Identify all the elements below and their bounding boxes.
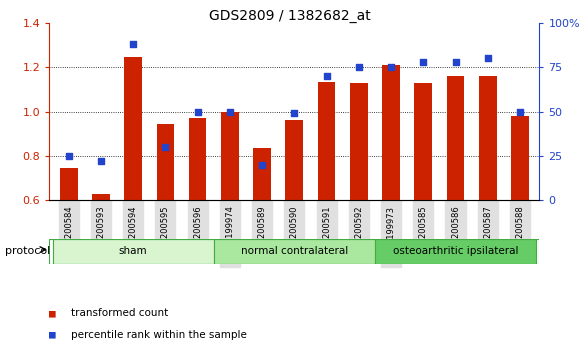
Bar: [382, 65, 400, 200]
Bar: [415, 83, 432, 200]
Point: [193, 109, 202, 114]
Bar: [60, 168, 78, 200]
Point: [225, 109, 234, 114]
Text: GDS2809 / 1382682_at: GDS2809 / 1382682_at: [209, 9, 371, 23]
Point: [96, 158, 106, 164]
Text: normal contralateral: normal contralateral: [241, 246, 348, 256]
Point: [451, 59, 460, 65]
Bar: [285, 120, 303, 200]
Bar: [511, 116, 529, 200]
Bar: [188, 118, 206, 200]
Text: sham: sham: [119, 246, 147, 256]
Point: [129, 41, 138, 47]
Bar: [53, 239, 214, 264]
Bar: [124, 57, 142, 200]
Text: percentile rank within the sample: percentile rank within the sample: [71, 330, 247, 339]
Bar: [92, 194, 110, 200]
Point: [483, 56, 492, 61]
Bar: [214, 239, 375, 264]
Bar: [375, 239, 536, 264]
Text: protocol: protocol: [5, 246, 50, 256]
Point: [258, 162, 267, 167]
Bar: [479, 76, 496, 200]
Bar: [350, 83, 368, 200]
Point: [322, 73, 331, 79]
Text: transformed count: transformed count: [71, 308, 169, 318]
Point: [516, 109, 525, 114]
Text: osteoarthritic ipsilateral: osteoarthritic ipsilateral: [393, 246, 519, 256]
Point: [354, 64, 364, 70]
Bar: [318, 82, 335, 200]
Bar: [447, 76, 465, 200]
Text: ■: ■: [49, 330, 56, 339]
Bar: [253, 148, 271, 200]
Point: [64, 153, 73, 159]
Point: [419, 59, 428, 65]
Bar: [157, 124, 174, 200]
Text: ■: ■: [49, 308, 56, 318]
Bar: [221, 112, 239, 200]
Point: [386, 64, 396, 70]
Point: [161, 144, 170, 150]
Point: [290, 110, 299, 116]
